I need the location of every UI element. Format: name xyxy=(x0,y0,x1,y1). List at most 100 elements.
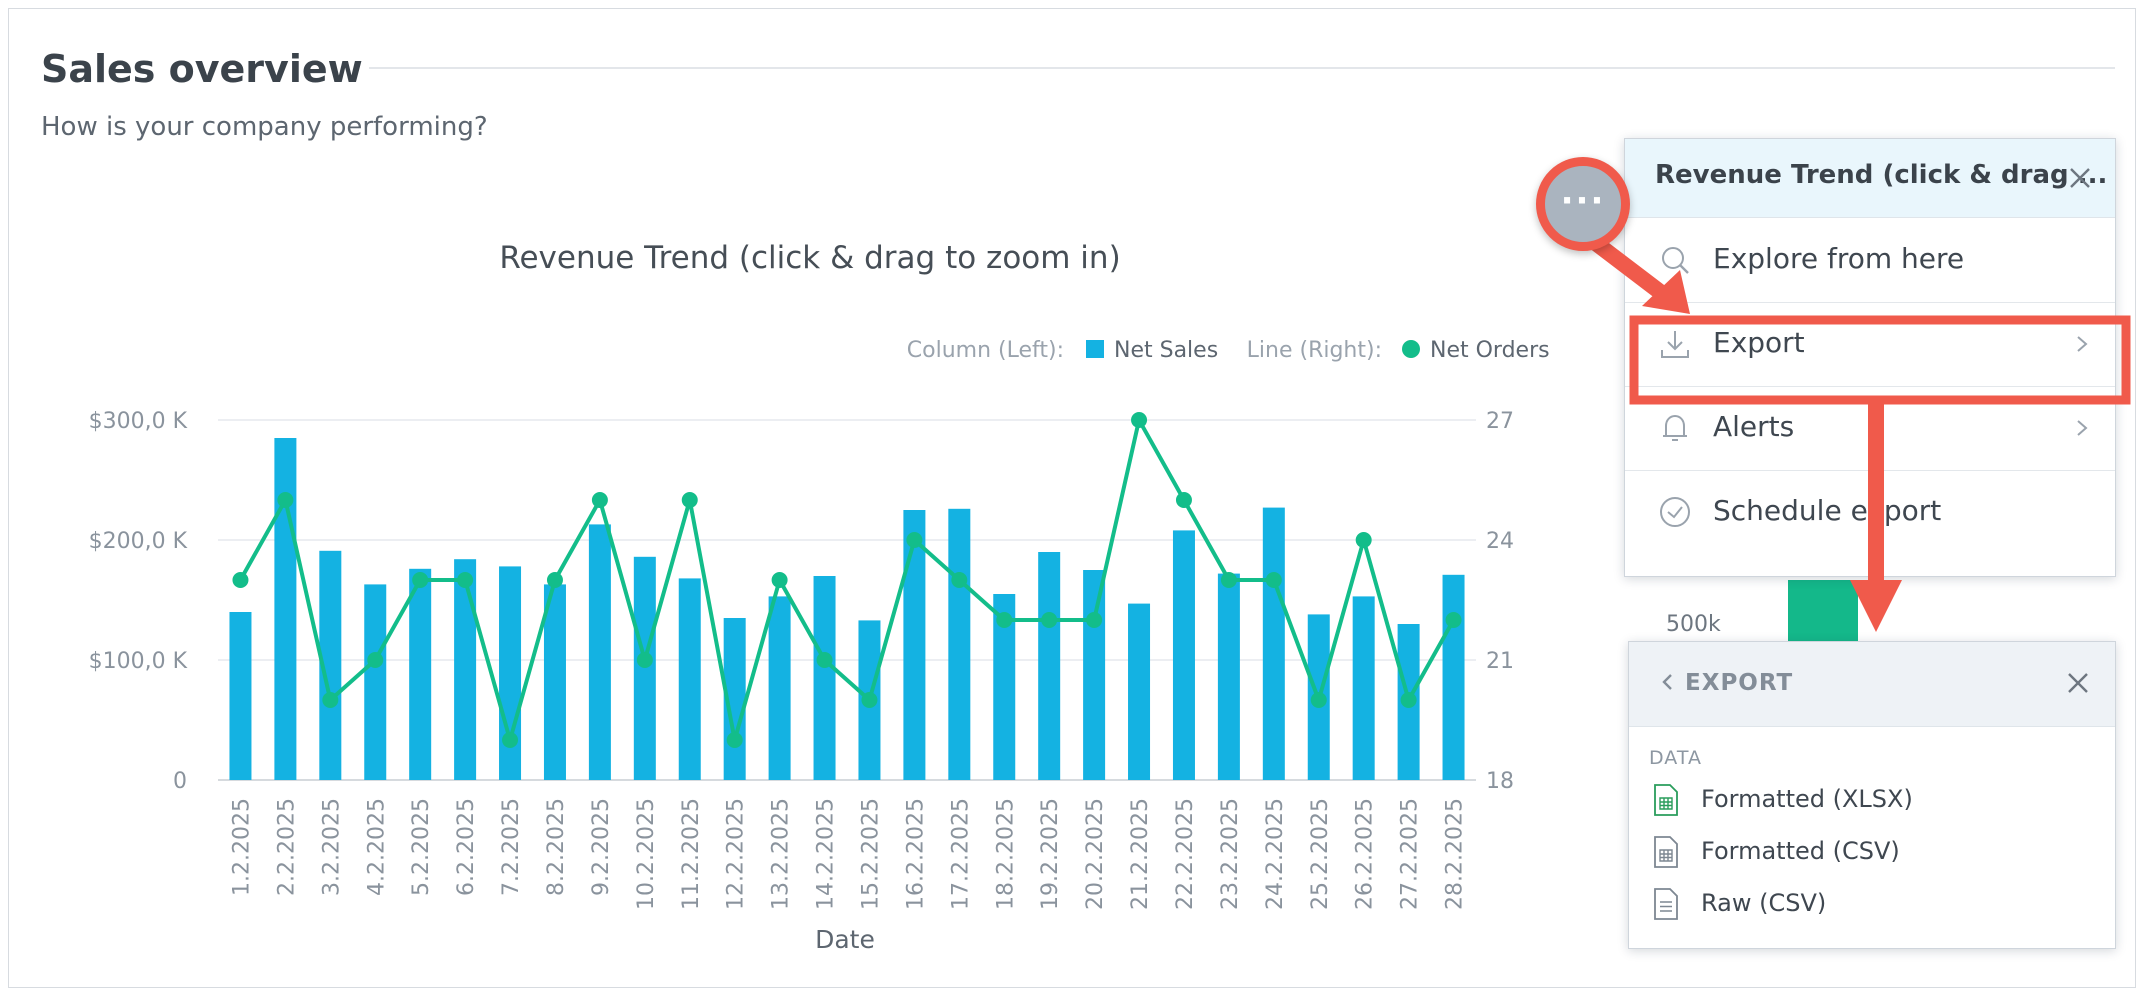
legend-net-orders-label: Net Orders xyxy=(1430,338,1550,363)
y-right-tick-label: 21 xyxy=(1486,649,1514,674)
x-tick-label: 3.2.2025 xyxy=(319,798,344,896)
x-tick-label: 18.2.2025 xyxy=(993,798,1018,910)
legend-net-sales-label: Net Sales xyxy=(1114,338,1218,363)
export-item-label: Formatted (CSV) xyxy=(1701,837,1900,865)
x-tick-label: 13.2.2025 xyxy=(769,798,794,910)
x-axis-label: Date xyxy=(815,925,875,954)
xlsx-file-icon xyxy=(1654,784,1678,816)
menu-item-export[interactable]: Export xyxy=(1625,302,2115,387)
raw-file-icon xyxy=(1654,888,1678,920)
net-orders-line xyxy=(238,418,1456,742)
net-orders-point xyxy=(771,572,788,588)
net-orders-point xyxy=(1445,612,1462,628)
x-tick-label: 15.2.2025 xyxy=(858,798,883,910)
legend-net-sales-swatch xyxy=(1086,340,1104,358)
y-left-tick-label: $100,0 K xyxy=(89,649,188,674)
net-sales-bar xyxy=(229,612,252,780)
net-orders-point xyxy=(1175,492,1192,508)
net-sales-bar xyxy=(1038,552,1061,780)
export-back-button[interactable]: EXPORT xyxy=(1661,670,1793,696)
y-left-tick-label: 0 xyxy=(173,769,187,794)
y-right-tick-label: 24 xyxy=(1486,529,1514,554)
chevron-left-icon xyxy=(1662,674,1672,690)
net-orders-point xyxy=(1131,412,1148,428)
menu-item-label: Schedule export xyxy=(1713,494,1942,527)
net-orders-point xyxy=(1220,572,1237,588)
x-tick-label: 9.2.2025 xyxy=(589,798,614,896)
net-sales-bar xyxy=(319,550,342,780)
net-sales-bar xyxy=(1262,507,1285,780)
net-orders-point xyxy=(1265,572,1282,588)
x-tick-label: 24.2.2025 xyxy=(1263,798,1288,910)
net-sales-bar xyxy=(1217,573,1240,780)
insight-context-menu: Revenue Trend (click & drag ... Explore … xyxy=(1624,138,2116,577)
net-sales-bar xyxy=(364,584,387,780)
export-close-icon[interactable] xyxy=(2063,668,2093,698)
net-sales-bar xyxy=(274,438,297,780)
export-item-label: Formatted (XLSX) xyxy=(1701,785,1913,813)
net-sales-bar xyxy=(1172,530,1195,780)
legend-net-orders-swatch xyxy=(1402,340,1420,358)
menu-item-label: Explore from here xyxy=(1713,242,1965,275)
net-orders-point xyxy=(816,652,833,668)
net-orders-point xyxy=(232,572,249,588)
net-orders-point xyxy=(996,612,1013,628)
export-item-label: Raw (CSV) xyxy=(1701,889,1827,917)
bell-icon xyxy=(1663,414,1687,441)
background-axis-label: 500k xyxy=(1666,612,1721,637)
x-tick-label: 28.2.2025 xyxy=(1443,798,1468,910)
x-tick-label: 26.2.2025 xyxy=(1353,798,1378,910)
net-sales-bar xyxy=(993,594,1016,780)
y-right-tick-label: 27 xyxy=(1486,409,1514,434)
x-tick-label: 7.2.2025 xyxy=(499,798,524,896)
x-tick-label: 21.2.2025 xyxy=(1128,798,1153,910)
x-tick-label: 4.2.2025 xyxy=(364,798,389,896)
net-orders-point xyxy=(502,732,519,748)
x-tick-label: 20.2.2025 xyxy=(1083,798,1108,910)
menu-title: Revenue Trend (click & drag ... xyxy=(1655,160,2108,190)
net-sales-bar xyxy=(588,524,611,780)
menu-item-alerts[interactable]: Alerts xyxy=(1625,386,2115,471)
net-orders-point xyxy=(951,572,968,588)
net-orders-point xyxy=(1310,692,1327,708)
x-tick-label: 19.2.2025 xyxy=(1038,798,1063,910)
menu-item-label: Export xyxy=(1713,326,1805,359)
download-icon xyxy=(1661,331,1689,358)
x-tick-label: 2.2.2025 xyxy=(274,798,299,896)
dashboard-title: Sales overview xyxy=(41,47,363,91)
net-orders-point xyxy=(457,572,474,588)
x-tick-label: 10.2.2025 xyxy=(634,798,659,910)
net-orders-point xyxy=(322,692,339,708)
legend-right-prefix: Line (Right): xyxy=(1247,338,1382,363)
net-sales-bar xyxy=(409,568,432,780)
more-options-button[interactable]: ··· xyxy=(1536,157,1630,251)
net-sales-bar xyxy=(1083,570,1106,780)
x-tick-label: 6.2.2025 xyxy=(454,798,479,896)
chevron-right-icon xyxy=(2077,420,2088,436)
export-formatted-csv[interactable]: Formatted (CSV) xyxy=(1653,831,2093,875)
x-tick-label: 11.2.2025 xyxy=(679,798,704,910)
export-formatted-xlsx[interactable]: Formatted (XLSX) xyxy=(1653,779,2093,823)
menu-item-explore[interactable]: Explore from here xyxy=(1625,218,2115,303)
net-sales-bar xyxy=(454,559,477,780)
net-orders-point xyxy=(1355,532,1372,548)
more-dots-icon: ··· xyxy=(1560,180,1606,221)
x-tick-label: 23.2.2025 xyxy=(1218,798,1243,910)
explore-icon xyxy=(1662,247,1689,274)
y-left-tick-label: $200,0 K xyxy=(89,529,188,554)
net-sales-bar xyxy=(678,578,701,780)
x-tick-label: 12.2.2025 xyxy=(724,798,749,910)
net-sales-bar xyxy=(813,576,836,780)
net-sales-bar xyxy=(903,510,926,780)
menu-item-schedule-export[interactable]: Schedule export xyxy=(1625,470,2115,554)
export-header: EXPORT xyxy=(1629,642,2115,727)
x-tick-label: 16.2.2025 xyxy=(903,798,928,910)
net-orders-point xyxy=(906,532,923,548)
export-raw-csv[interactable]: Raw (CSV) xyxy=(1653,883,2093,927)
menu-close-icon[interactable] xyxy=(2065,163,2095,193)
y-left-tick-label: $300,0 K xyxy=(89,409,188,434)
chart-title: Revenue Trend (click & drag to zoom in) xyxy=(499,240,1120,276)
clock-icon xyxy=(1660,497,1690,527)
net-sales-bar xyxy=(543,584,566,780)
